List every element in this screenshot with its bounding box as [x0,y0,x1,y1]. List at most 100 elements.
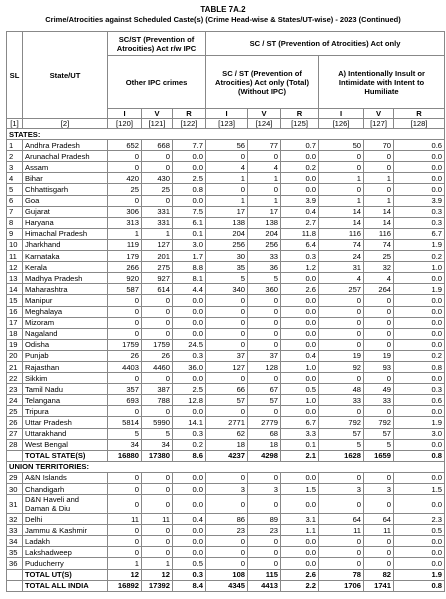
table-row: 31 D&N Haveli and Daman & Diu 0 0 0.0 0 0 0.0 0 0… [6,494,446,515]
value-cell: 33 [318,394,365,407]
sl-cell: 20 [6,349,23,362]
value-cell: 5 [318,438,365,451]
header-ivr: R [393,108,446,119]
value-cell: 12 [141,568,173,581]
value-cell: 127 [141,238,173,252]
value-cell: 0.4 [280,205,320,218]
sl-cell: 1 [6,139,23,152]
value-cell: 0.0 [171,372,207,385]
value-cell: 0.3 [393,383,446,396]
value-cell: 5990 [141,416,173,429]
state-cell: Mizoram [22,316,108,329]
state-cell: Telangana [22,394,108,407]
value-cell: 0.0 [280,183,320,196]
value-cell: 17 [205,205,249,218]
value-cell: 67 [247,383,282,396]
section-label: UNION TERRITORIES: [5,460,446,473]
sl-cell: 11 [6,250,23,263]
state-cell: Haryana [22,216,108,229]
table-row: 19 Odisha 1759 1759 24.5 0 0 0.0 0 0 0.0 [6,338,446,351]
value-cell: 614 [141,283,173,296]
value-cell: 0.0 [280,405,320,418]
value-cell: 35 [205,261,249,274]
sl-cell: 27 [6,427,23,440]
table-row: 10 Jharkhand 119 127 3.0 256 256 6.4 74 74 1.9 [6,238,446,252]
state-cell: Chhattisgarh [22,183,108,196]
value-cell: 4460 [141,360,173,374]
value-cell: 16880 [107,449,142,462]
value-cell: 0 [247,557,282,570]
value-cell: 1.5 [280,482,320,496]
value-cell: 2.2 [280,579,320,592]
state-cell: Ladakh [22,535,108,548]
value-cell: 0 [247,305,282,318]
value-cell: 264 [363,283,395,296]
value-cell: 4403 [107,360,142,374]
value-cell: 0.0 [393,471,446,485]
value-cell: 0.3 [280,250,320,263]
sl-cell: 16 [6,305,23,318]
header-ivr: V [247,108,282,119]
header-sub: Other IPC crimes [106,55,207,109]
sl-cell: 23 [6,383,23,396]
value-cell: 587 [107,283,142,296]
value-cell: 360 [247,283,282,296]
value-cell: 179 [107,250,142,263]
section-label: STATES: [5,127,446,141]
value-cell: 17380 [141,449,173,462]
table-row: 22 Sikkim 0 0 0.0 0 0 0.0 0 0 0.0 [6,372,446,385]
value-cell: 0 [205,535,249,548]
value-cell: 23 [205,524,249,537]
value-cell: 0 [141,161,173,174]
state-cell: Uttar Pradesh [22,416,108,429]
sl-cell: 2 [6,150,23,163]
header-sl: SL [6,31,23,119]
sl-cell: 36 [6,557,23,570]
value-cell: 0.5 [393,524,446,537]
value-cell: 2.5 [171,172,207,185]
value-cell: 57 [247,394,282,407]
value-cell: 0.2 [393,250,446,263]
value-cell: 56 [205,139,249,152]
value-cell: 4345 [205,579,249,592]
sl-cell: 31 [6,494,23,515]
value-cell: 0 [318,535,365,548]
value-cell: 0 [318,316,365,329]
value-cell: 4 [247,161,282,174]
value-cell: 0.0 [393,172,446,185]
value-cell: 0.4 [171,513,207,526]
value-cell: 0.0 [393,535,446,548]
header-ivr: V [141,108,173,119]
value-cell: 33 [363,394,395,407]
value-cell: 1.7 [171,250,207,263]
value-cell: 0 [247,150,282,163]
value-cell: 25 [107,183,142,196]
value-cell: 57 [318,427,365,440]
value-cell: 5 [107,427,142,440]
value-cell: 0 [141,405,173,418]
header-sub: SC / ST (Prevention of Atrocities) Act o… [205,55,320,109]
value-cell: 82 [363,568,395,581]
table-row: 35 Lakshadweep 0 0 0.0 0 0 0.0 0 0 0.0 [6,546,446,559]
value-cell: 26 [107,349,142,362]
state-cell: Puducherry [22,557,108,570]
value-cell: 1 [141,227,173,240]
value-cell: 0.5 [280,383,320,396]
value-cell: 0.0 [393,372,446,385]
value-cell: 0.0 [171,546,207,559]
value-cell: 0 [247,294,282,307]
value-cell: 1 [107,557,142,570]
value-cell: 8.4 [171,579,207,592]
value-cell: 0 [107,150,142,163]
value-cell: 57 [363,427,395,440]
header-ivr: R [280,108,320,119]
value-cell: 387 [141,383,173,396]
value-cell: 0 [107,161,142,174]
table-row: 33 Jammu & Kashmir 0 0 0.0 23 23 1.1 11 11 0.5 [6,524,446,537]
table-title: TABLE 7A.2 [200,5,246,14]
value-cell: 0 [205,405,249,418]
value-cell: 64 [363,513,395,526]
sl-cell: 14 [6,283,23,296]
value-cell: 8.6 [171,449,207,462]
value-cell: 3.0 [393,427,446,440]
